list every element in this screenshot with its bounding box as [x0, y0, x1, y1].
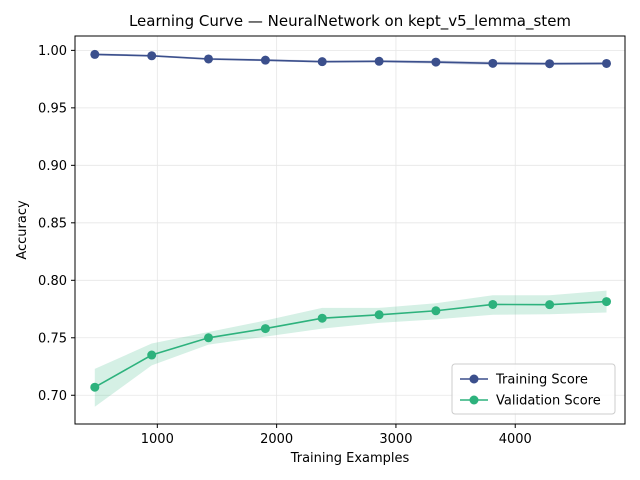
point-layer [90, 49, 612, 392]
line-layer [94, 53, 607, 388]
training-score-line [94, 53, 607, 65]
y-axis-title: Accuracy [15, 200, 30, 260]
training-score-point [260, 55, 270, 65]
chart-title: Learning Curve — NeuralNetwork on kept_v… [129, 12, 571, 31]
y-tick-label: 0.70 [38, 389, 67, 404]
y-tick-label: 0.80 [38, 274, 67, 289]
validation-score-band [94, 290, 607, 407]
legend-validation-score-label: Validation Score [496, 394, 601, 409]
validation-score-point [545, 300, 555, 310]
band-layer [94, 53, 607, 407]
training-score-point [90, 49, 100, 59]
validation-score-point [147, 350, 157, 360]
y-tick-label: 0.95 [38, 101, 67, 116]
x-tick-label: 2000 [260, 432, 293, 447]
legend-training-score-label: Training Score [495, 373, 588, 388]
y-tick-label: 0.85 [38, 216, 67, 231]
validation-score-point [431, 306, 441, 316]
training-score-point [431, 57, 441, 67]
training-score-point [147, 51, 157, 61]
grid-layer [75, 36, 625, 424]
validation-score-point [317, 313, 327, 323]
training-score-point [204, 54, 214, 64]
legend-box [451, 363, 616, 415]
x-tick-label: 4000 [499, 432, 532, 447]
y-tick-label: 1.00 [38, 44, 67, 59]
x-axis-ticks: 1000 2000 3000 4000 [141, 424, 532, 447]
training-score-band [94, 53, 607, 66]
training-score-point [545, 59, 555, 69]
training-score-point [488, 58, 498, 68]
validation-score-point [90, 382, 100, 392]
y-tick-label: 0.75 [38, 331, 67, 346]
training-score-point [317, 57, 327, 67]
y-tick-label: 0.90 [38, 159, 67, 174]
legend-validation-score-marker [469, 395, 479, 405]
legend: Training Score Validation Score [451, 363, 616, 415]
plot-frame [74, 35, 626, 425]
validation-score-point [204, 333, 214, 343]
validation-score-line [94, 300, 607, 388]
x-tick-label: 3000 [379, 432, 412, 447]
training-score-point [602, 58, 612, 68]
y-axis-ticks: 0.70 0.75 0.80 0.85 0.90 0.95 1.00 [38, 44, 75, 404]
validation-score-point [260, 324, 270, 334]
validation-score-point [602, 297, 612, 307]
x-tick-label: 1000 [141, 432, 174, 447]
legend-training-score-marker [469, 374, 479, 384]
validation-score-point [488, 299, 498, 309]
validation-score-point [374, 310, 384, 320]
x-axis-title: Training Examples [290, 451, 410, 466]
training-score-point [374, 56, 384, 66]
